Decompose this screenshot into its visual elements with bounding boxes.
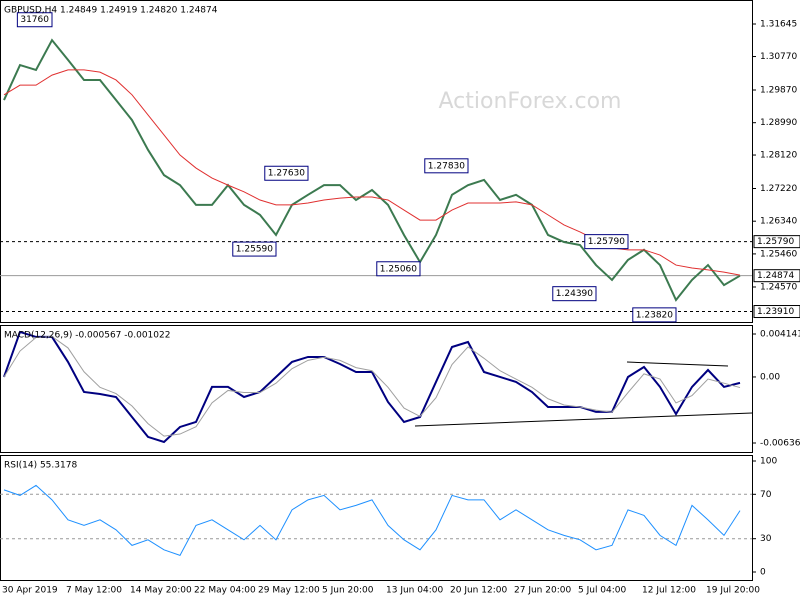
x-tick-label: 27 Jun 20:00 bbox=[514, 586, 571, 596]
y-tick-label: 1.26340 bbox=[760, 217, 797, 227]
x-tick-label: 22 May 04:00 bbox=[194, 586, 256, 596]
x-tick-label: 5 Jun 20:00 bbox=[322, 586, 374, 596]
x-tick-label: 12 Jul 12:00 bbox=[642, 586, 696, 596]
x-tick-label: 20 Jun 12:00 bbox=[450, 586, 507, 596]
series-line bbox=[3, 38, 741, 302]
level-label: 1.23910 bbox=[757, 307, 794, 317]
annotation-box bbox=[16, 12, 53, 28]
annotation-box bbox=[264, 165, 309, 181]
level-label: 1.24874 bbox=[757, 271, 794, 281]
panel-title: RSI(14) 55.3178 bbox=[4, 461, 77, 471]
annotation-box bbox=[424, 158, 469, 174]
x-tick-label: 14 May 20:00 bbox=[130, 586, 192, 596]
y-tick-label: 100 bbox=[760, 456, 777, 466]
y-tick-label: 1.28990 bbox=[760, 118, 797, 128]
panel-title: GBPUSD,H4 1.24849 1.24919 1.24820 1.2487… bbox=[4, 6, 218, 16]
y-tick-label: 30 bbox=[760, 534, 772, 544]
annotation-label: 1.25790 bbox=[588, 237, 625, 247]
series-line bbox=[3, 484, 741, 556]
y-tick-label: 1.24570 bbox=[760, 282, 797, 292]
annotation-label: 31760 bbox=[20, 15, 49, 25]
trendline bbox=[626, 361, 729, 367]
y-tick-label: 1.29870 bbox=[760, 85, 797, 95]
level-box bbox=[753, 305, 800, 319]
annotation-box bbox=[232, 241, 277, 257]
level-label: 1.25790 bbox=[757, 237, 794, 247]
annotation-label: 1.24390 bbox=[556, 289, 593, 299]
annotation-label: 1.25060 bbox=[380, 264, 417, 274]
y-tick-label: 0.00 bbox=[760, 372, 780, 382]
y-tick-label: 0 bbox=[760, 568, 766, 578]
x-tick-label: 29 May 12:00 bbox=[258, 586, 320, 596]
y-tick-label: -0.006365 bbox=[760, 438, 800, 448]
annotation-box bbox=[376, 261, 421, 277]
series-line bbox=[3, 335, 741, 437]
x-tick-label: 5 Jul 04:00 bbox=[578, 586, 627, 596]
level-box bbox=[753, 269, 800, 283]
annotation-box bbox=[584, 234, 629, 250]
rsi-panel bbox=[0, 455, 753, 581]
annotation-box bbox=[632, 307, 677, 323]
x-tick-label: 7 May 12:00 bbox=[66, 586, 122, 596]
series-line bbox=[3, 330, 741, 444]
x-tick-label: 30 Apr 2019 bbox=[2, 586, 58, 596]
y-tick-label: 1.30770 bbox=[760, 52, 797, 62]
annotation-label: 1.25590 bbox=[236, 245, 273, 255]
trendline bbox=[414, 412, 753, 427]
x-tick-label: 19 Jul 20:00 bbox=[706, 586, 760, 596]
x-tick-label: 13 Jun 04:00 bbox=[386, 586, 443, 596]
y-tick-label: 1.27220 bbox=[760, 184, 797, 194]
panel-title: MACD(12,26,9) -0.000567 -0.001022 bbox=[4, 331, 170, 341]
y-tick-label: 70 bbox=[760, 490, 772, 500]
annotation-label: 1.27630 bbox=[268, 169, 305, 179]
y-tick-label: 1.28120 bbox=[760, 151, 797, 161]
y-tick-label: 1.25460 bbox=[760, 249, 797, 259]
watermark: ActionForex.com bbox=[439, 89, 622, 114]
annotation-label: 1.27830 bbox=[428, 161, 465, 171]
y-tick-label: 0.004141 bbox=[760, 330, 800, 340]
annotation-box bbox=[552, 286, 597, 302]
y-tick-label: 1.31645 bbox=[760, 20, 797, 30]
macd-panel bbox=[0, 325, 753, 453]
price-panel bbox=[0, 0, 753, 323]
annotation-label: 1.23820 bbox=[636, 310, 673, 320]
level-box bbox=[753, 235, 800, 249]
